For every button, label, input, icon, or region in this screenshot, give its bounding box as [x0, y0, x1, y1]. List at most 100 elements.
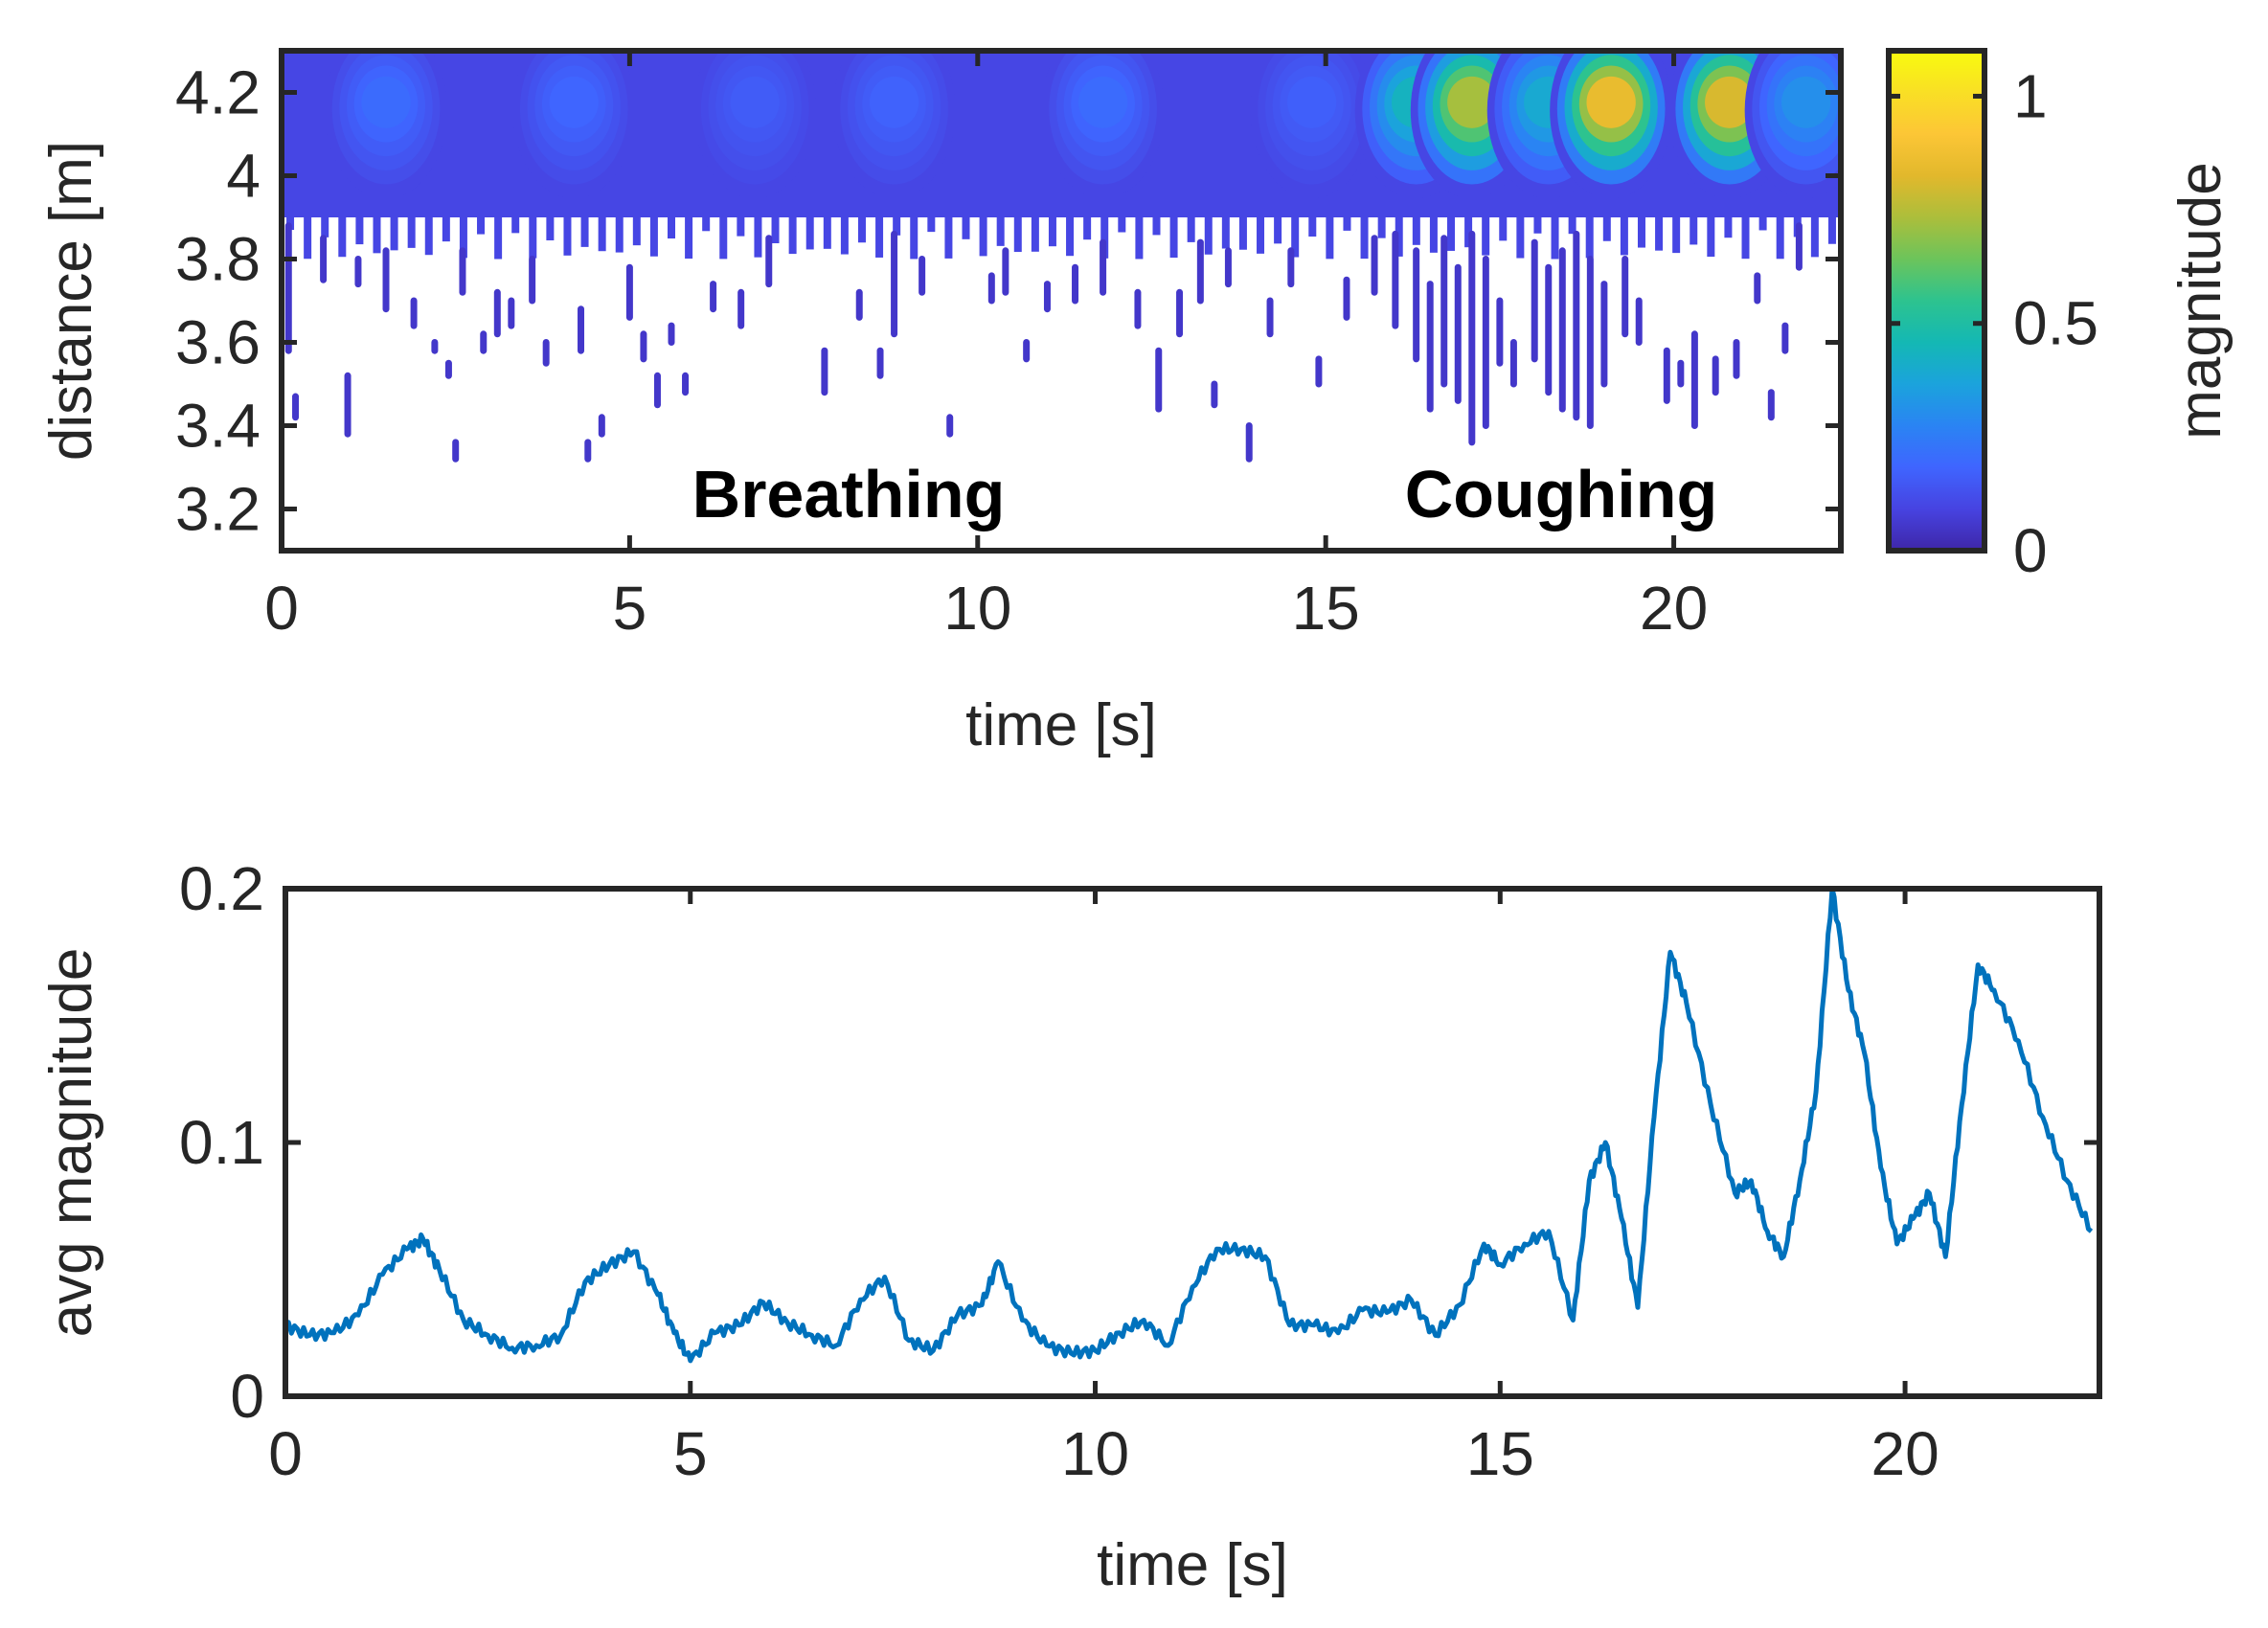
y-tick-label: 3.4	[175, 392, 261, 461]
band-edge	[1568, 217, 1576, 235]
band-edge	[459, 217, 467, 259]
band-edge	[1238, 217, 1247, 250]
band-edge	[1066, 217, 1075, 257]
band-edge	[1429, 217, 1438, 253]
band-edge	[840, 217, 849, 255]
colorbar-tick-label: 1	[2013, 61, 2048, 130]
x-tick-label: 20	[1640, 574, 1708, 643]
colorbar: 00.51 magnitude	[1886, 48, 2234, 585]
band-edge	[1827, 217, 1836, 244]
hotspot-contour	[361, 76, 411, 128]
heatmap-y-ticks: 3.2 3.4 3.6 3.8 4 4.2	[175, 58, 1841, 544]
band-edge	[1377, 217, 1386, 238]
heatmap-plot-area	[282, 51, 1841, 463]
hotspot-contour	[730, 76, 780, 128]
band-edge	[407, 217, 416, 248]
hotspot-contour	[1447, 76, 1497, 128]
hotspot-contour	[1780, 76, 1831, 128]
x-tick-label: 15	[1466, 1419, 1534, 1488]
y-tick-label: 4.2	[175, 58, 261, 127]
heatmap-hotspot	[1744, 51, 1841, 199]
colorbar-gradient	[1889, 51, 1984, 551]
band-edge	[857, 217, 866, 243]
band-edge	[1100, 217, 1109, 259]
annotation-coughing: Coughing	[1405, 457, 1718, 531]
band-edge	[1118, 217, 1126, 233]
band-edge	[1031, 217, 1039, 252]
band-edge	[1083, 217, 1092, 240]
band-edge	[685, 217, 693, 260]
heatmap-x-ticks: 0 5 10 15 20	[264, 51, 1708, 643]
band-edge	[1204, 217, 1213, 255]
hotspot-contour	[1586, 76, 1636, 128]
band-edge	[1758, 217, 1767, 231]
band-edge	[996, 217, 1005, 246]
heatmap-hotspot	[693, 51, 817, 199]
band-edge	[1533, 217, 1542, 234]
y-tick-label: 3.8	[175, 225, 261, 294]
annotation-breathing: Breathing	[692, 457, 1006, 531]
band-edge	[321, 217, 329, 237]
band-edge	[1048, 217, 1056, 247]
x-tick-label: 15	[1292, 574, 1360, 643]
band-edge	[1308, 217, 1317, 237]
band-edge	[771, 217, 780, 244]
band-edge	[1637, 217, 1645, 248]
band-edge	[1395, 217, 1403, 257]
heatmap-hotspot	[512, 51, 636, 199]
y-tick-label: 4	[226, 142, 261, 211]
band-edge	[1776, 217, 1784, 260]
band-edge	[355, 217, 364, 245]
band-edge	[511, 217, 520, 234]
band-edge	[615, 217, 624, 253]
heatmap-axes-box	[279, 48, 1844, 554]
line-x-axis-label: time [s]	[1097, 1532, 1288, 1598]
band-edge	[1221, 217, 1230, 249]
x-tick-label: 10	[943, 574, 1011, 643]
band-edge	[304, 217, 312, 260]
band-edge	[580, 217, 589, 247]
band-edge	[944, 217, 953, 259]
hotspot-contour	[1705, 76, 1755, 128]
line-y-axis-label: avg magnitude	[38, 948, 104, 1338]
band-edge	[1257, 217, 1265, 254]
band-edge	[1135, 217, 1144, 260]
heatmap-hotspot	[1250, 51, 1373, 199]
band-edge	[529, 217, 537, 259]
band-edge	[1810, 217, 1819, 258]
band-edge	[1655, 217, 1664, 251]
band-edge	[338, 217, 347, 258]
band-edge	[1447, 217, 1455, 251]
heatmap-hotspot	[325, 51, 447, 199]
band-edge	[719, 217, 728, 260]
hotspot-contour	[1077, 76, 1128, 128]
band-edge	[1585, 217, 1594, 259]
band-edge	[1724, 217, 1733, 238]
band-edge	[893, 217, 901, 236]
band-edge	[910, 217, 919, 260]
band-edge	[546, 217, 555, 240]
band-edge	[1291, 217, 1300, 258]
range-time-map: 0 5 10 15 20 3.2 3.4 3.6 3.8 4 4.2 time [s] dista…	[38, 48, 1844, 758]
band-edge	[1464, 217, 1473, 248]
band-edge	[1360, 217, 1369, 260]
band-edge	[373, 217, 381, 254]
band-edge	[1013, 217, 1022, 253]
x-tick-label: 0	[268, 1419, 303, 1488]
band-edge	[1187, 217, 1195, 242]
band-edge	[598, 217, 606, 252]
band-edge	[668, 217, 675, 239]
line-x-ticks: 0 5 10 15 20	[268, 889, 1939, 1488]
band-edge	[805, 217, 814, 250]
band-edge	[1672, 217, 1681, 254]
band-edge	[1412, 217, 1420, 245]
y-tick-label: 0	[230, 1362, 264, 1431]
y-tick-label: 0.1	[179, 1108, 264, 1177]
x-tick-label: 10	[1061, 1419, 1129, 1488]
band-edge	[1620, 217, 1628, 256]
heatmap-x-axis-label: time [s]	[965, 692, 1157, 758]
band-edge	[1551, 217, 1559, 260]
band-edge	[1741, 217, 1750, 260]
colorbar-box	[1886, 48, 1987, 554]
colorbar-ticks: 00.51	[1889, 61, 2098, 585]
